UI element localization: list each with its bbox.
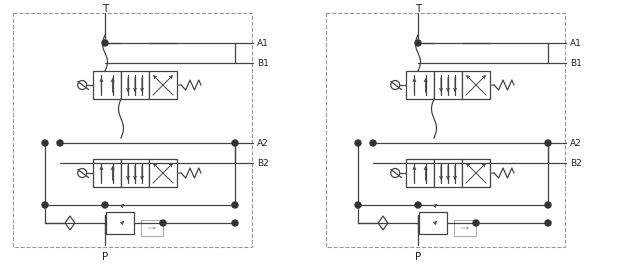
Bar <box>141 220 163 236</box>
Text: A2: A2 <box>570 139 582 148</box>
Text: B1: B1 <box>570 59 582 67</box>
Bar <box>13 13 252 247</box>
Text: P: P <box>415 252 421 262</box>
Text: T: T <box>415 4 421 14</box>
Circle shape <box>232 140 238 146</box>
Circle shape <box>232 220 238 226</box>
Circle shape <box>160 220 166 226</box>
Bar <box>121 71 149 99</box>
Bar <box>149 71 177 99</box>
Circle shape <box>545 202 551 208</box>
Text: T: T <box>102 4 108 14</box>
Text: B2: B2 <box>570 158 582 167</box>
Circle shape <box>545 220 551 226</box>
Circle shape <box>415 202 421 208</box>
Circle shape <box>232 202 238 208</box>
Bar <box>149 159 177 187</box>
Text: P: P <box>102 252 108 262</box>
Circle shape <box>473 220 479 226</box>
Bar <box>93 71 121 99</box>
Bar <box>106 212 134 234</box>
Circle shape <box>42 202 48 208</box>
Bar <box>462 159 490 187</box>
Circle shape <box>355 202 361 208</box>
Circle shape <box>42 140 48 146</box>
Circle shape <box>370 140 376 146</box>
Circle shape <box>57 140 63 146</box>
Bar <box>406 159 434 187</box>
Bar <box>434 71 462 99</box>
Bar <box>121 159 149 187</box>
Text: B1: B1 <box>257 59 269 67</box>
Bar <box>93 159 121 187</box>
Text: A2: A2 <box>257 139 269 148</box>
Circle shape <box>102 202 108 208</box>
Bar <box>419 212 447 234</box>
Bar <box>454 220 476 236</box>
Circle shape <box>415 40 421 46</box>
Bar <box>406 71 434 99</box>
Text: A1: A1 <box>257 39 269 48</box>
Bar <box>434 159 462 187</box>
Bar <box>326 13 565 247</box>
Circle shape <box>545 140 551 146</box>
Bar <box>462 71 490 99</box>
Text: A1: A1 <box>570 39 582 48</box>
Circle shape <box>355 140 361 146</box>
Circle shape <box>102 40 108 46</box>
Text: B2: B2 <box>257 158 269 167</box>
